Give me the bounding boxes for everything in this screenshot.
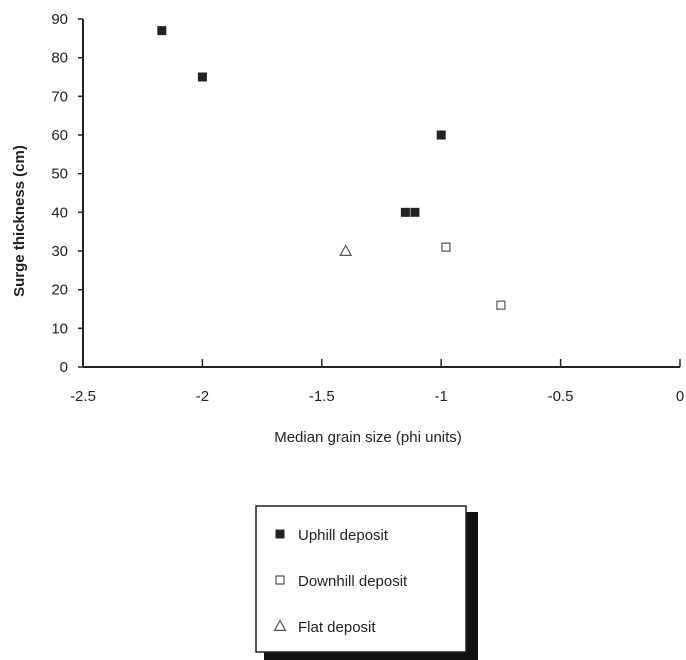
- legend: Uphill deposit Downhill deposit Flat depos…: [255, 505, 478, 660]
- uphill-deposit-point: [400, 207, 410, 217]
- y-tick-label: 60: [51, 127, 68, 144]
- x-tick-label: -0.5: [548, 388, 574, 405]
- legend-marker-flat-deposit: [273, 619, 287, 632]
- x-tick-label: -2.5: [70, 388, 96, 405]
- axes: 0 10 20 30 40 50 60 70 80 90 -2.5 -2 -1.5 -1 -0.5 0: [51, 11, 684, 405]
- y-tick-label: 90: [51, 11, 68, 28]
- y-tick-label: 30: [51, 243, 68, 260]
- legend-box: [255, 505, 467, 653]
- downhill-deposit-point: [496, 300, 506, 310]
- uphill-deposit-point: [157, 26, 167, 36]
- legend-label-flat-deposit: Flat deposit: [298, 619, 376, 636]
- y-tick-label: 20: [51, 282, 68, 299]
- x-axis-ticks: -2.5 -2 -1.5 -1 -0.5 0: [70, 359, 684, 405]
- y-tick-label: 0: [60, 359, 68, 376]
- y-tick-label: 70: [51, 88, 68, 105]
- legend-marker-uphill-deposit: [275, 529, 285, 539]
- y-axis-title: Surge thickness (cm): [11, 145, 28, 297]
- uphill-deposit-point: [436, 130, 446, 140]
- legend-marker-downhill-deposit: [275, 575, 285, 585]
- uphill-deposit-point: [197, 72, 207, 82]
- y-axis-ticks: 0 10 20 30 40 50 60 70 80 90: [51, 11, 83, 376]
- legend-label-downhill-deposit: Downhill deposit: [298, 573, 408, 590]
- x-tick-label: 0: [676, 388, 684, 405]
- y-tick-label: 50: [51, 166, 68, 183]
- legend-label-uphill-deposit: Uphill deposit: [298, 527, 389, 544]
- x-tick-label: -2: [196, 388, 209, 405]
- y-tick-label: 80: [51, 50, 68, 67]
- y-tick-label: 10: [51, 320, 68, 337]
- y-tick-label: 40: [51, 204, 68, 221]
- x-tick-label: -1.5: [309, 388, 335, 405]
- uphill-deposit-point: [410, 207, 420, 217]
- x-axis-title: Median grain size (phi units): [274, 429, 462, 446]
- flat-deposit-point: [339, 244, 353, 256]
- data-points: [157, 26, 506, 310]
- downhill-deposit-point: [441, 242, 451, 252]
- x-tick-label: -1: [435, 388, 448, 405]
- legend-items: Uphill deposit Downhill deposit Flat depos…: [273, 527, 408, 636]
